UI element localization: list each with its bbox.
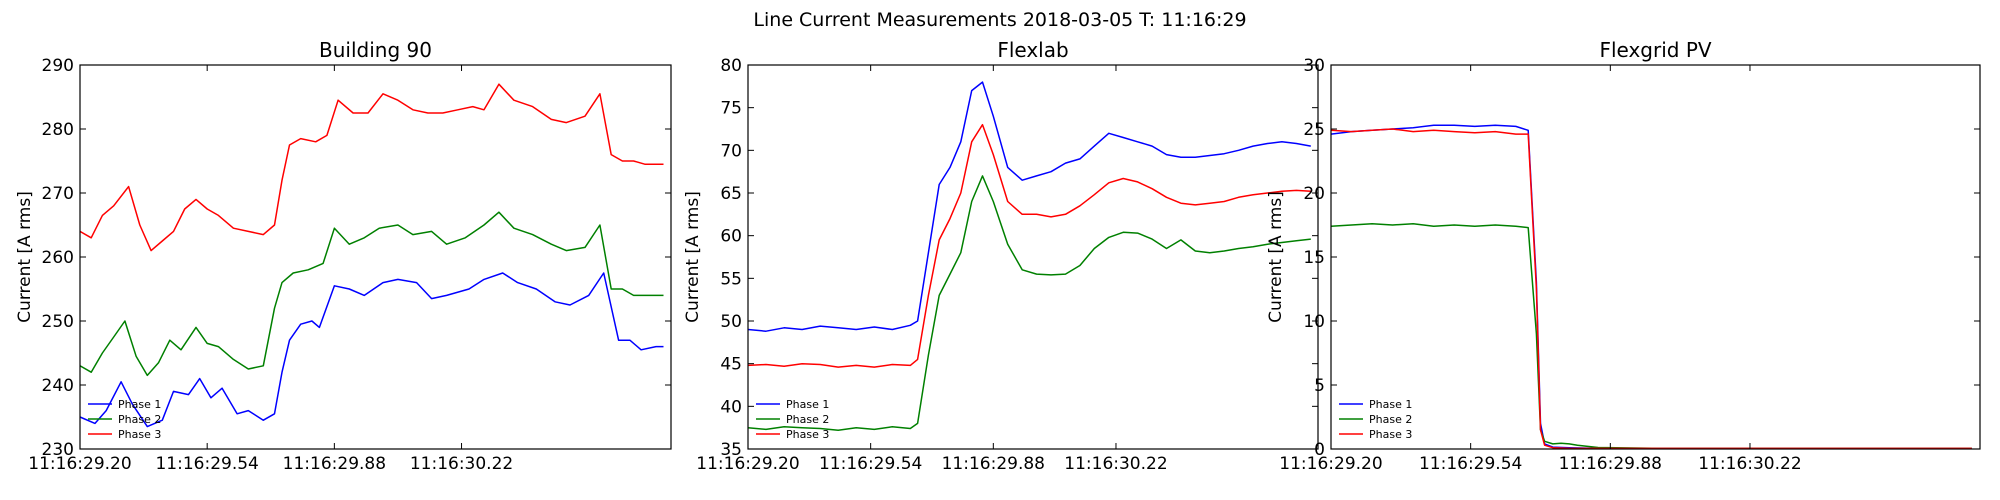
y-tick-label: 75 [720, 99, 742, 119]
series-line-phase-1 [80, 272, 664, 428]
x-tick-label: 11:16:30.22 [1064, 454, 1167, 474]
y-tick-label: 65 [720, 184, 742, 204]
y-axis-label: Current [A rms] [683, 191, 703, 323]
series-line-phase-3 [748, 123, 1311, 368]
legend: Phase 1 Phase 2 Phase 3 [88, 398, 161, 441]
x-tick-label: 11:16:29.88 [942, 454, 1045, 474]
legend-label: Phase 2 [1369, 413, 1412, 426]
legend-label: Phase 2 [118, 413, 161, 426]
y-tick-label: 270 [42, 184, 74, 204]
panel-title: Flexlab [997, 38, 1068, 62]
y-tick-label: 10 [1303, 312, 1325, 332]
x-tick-label: 11:16:29.88 [1559, 454, 1662, 474]
plot-frame [747, 64, 1319, 450]
y-tick-label: 80 [720, 56, 742, 76]
series-line-phase-2 [1331, 222, 1972, 449]
x-tick-label: 11:16:30.22 [1698, 454, 1801, 474]
panel-title: Building 90 [319, 38, 432, 62]
y-tick-label: 20 [1303, 184, 1325, 204]
x-tick-label: 11:16:29.20 [28, 454, 131, 474]
y-tick-label: 60 [720, 227, 742, 247]
y-tick-label: 250 [42, 312, 74, 332]
series-group [1331, 124, 1972, 449]
y-tick-label: 30 [1303, 56, 1325, 76]
y-tick-label: 45 [720, 355, 742, 375]
y-tick-label: 15 [1303, 248, 1325, 268]
y-axis-label: Current [A rms] [1266, 191, 1286, 323]
y-tick-label: 25 [1303, 120, 1325, 140]
plot-frame [79, 64, 672, 450]
series-line-phase-1 [748, 81, 1311, 332]
panel-2: 35 40 45 50 55 60 65 70 75 80 11:16:29.20 11:16:29.… [683, 38, 1319, 474]
x-tick-label: 11:16:29.88 [283, 454, 386, 474]
x-tick-label: 11:16:29.54 [1419, 454, 1522, 474]
y-tick-label: 40 [720, 397, 742, 417]
series-group [80, 83, 664, 428]
y-tick-label: 240 [42, 376, 74, 396]
x-tick-label: 11:16:30.22 [410, 454, 513, 474]
legend-label: Phase 3 [118, 428, 161, 441]
legend: Phase 1 Phase 2 Phase 3 [756, 398, 829, 441]
panel-3: 0 5 10 15 20 25 30 11:16:29.20 11:16:29.54 11:16:… [1266, 38, 1981, 474]
panel-title: Flexgrid PV [1599, 38, 1711, 62]
y-axis-label: Current [A rms] [15, 191, 35, 323]
y-tick-label: 230 [42, 440, 74, 460]
series-line-phase-2 [80, 211, 664, 377]
series-group [748, 81, 1311, 431]
y-tick-label: 70 [720, 141, 742, 161]
y-tick-label: 260 [42, 248, 74, 268]
y-tick-label: 50 [720, 312, 742, 332]
series-line-phase-3 [1331, 128, 1972, 449]
panel-1: 230 240 250 260 270 280 290 11:16:29.20 11:16:29… [15, 38, 672, 474]
x-tick-label: 11:16:29.54 [819, 454, 922, 474]
figure-title: Line Current Measurements 2018-03-05 T: … [753, 9, 1246, 31]
series-line-phase-1 [1331, 124, 1972, 449]
x-tick-label: 11:16:29.20 [1279, 454, 1382, 474]
legend: Phase 1 Phase 2 Phase 3 [1339, 398, 1412, 441]
plot-frame [1330, 64, 1981, 450]
x-tick-label: 11:16:29.54 [155, 454, 258, 474]
legend-label: Phase 3 [1369, 428, 1412, 441]
legend-label: Phase 1 [118, 398, 161, 411]
y-tick-label: 55 [720, 269, 742, 289]
y-tick-label: 290 [42, 56, 74, 76]
legend-label: Phase 3 [786, 428, 829, 441]
legend-label: Phase 2 [786, 413, 829, 426]
y-tick-label: 35 [720, 440, 742, 460]
series-line-phase-3 [80, 83, 664, 252]
y-tick-label: 280 [42, 120, 74, 140]
x-tick-label: 11:16:29.20 [696, 454, 799, 474]
legend-label: Phase 1 [1369, 398, 1412, 411]
y-tick-label: 5 [1314, 376, 1325, 396]
legend-label: Phase 1 [786, 398, 829, 411]
y-tick-label: 0 [1314, 440, 1325, 460]
series-line-phase-2 [748, 175, 1311, 431]
